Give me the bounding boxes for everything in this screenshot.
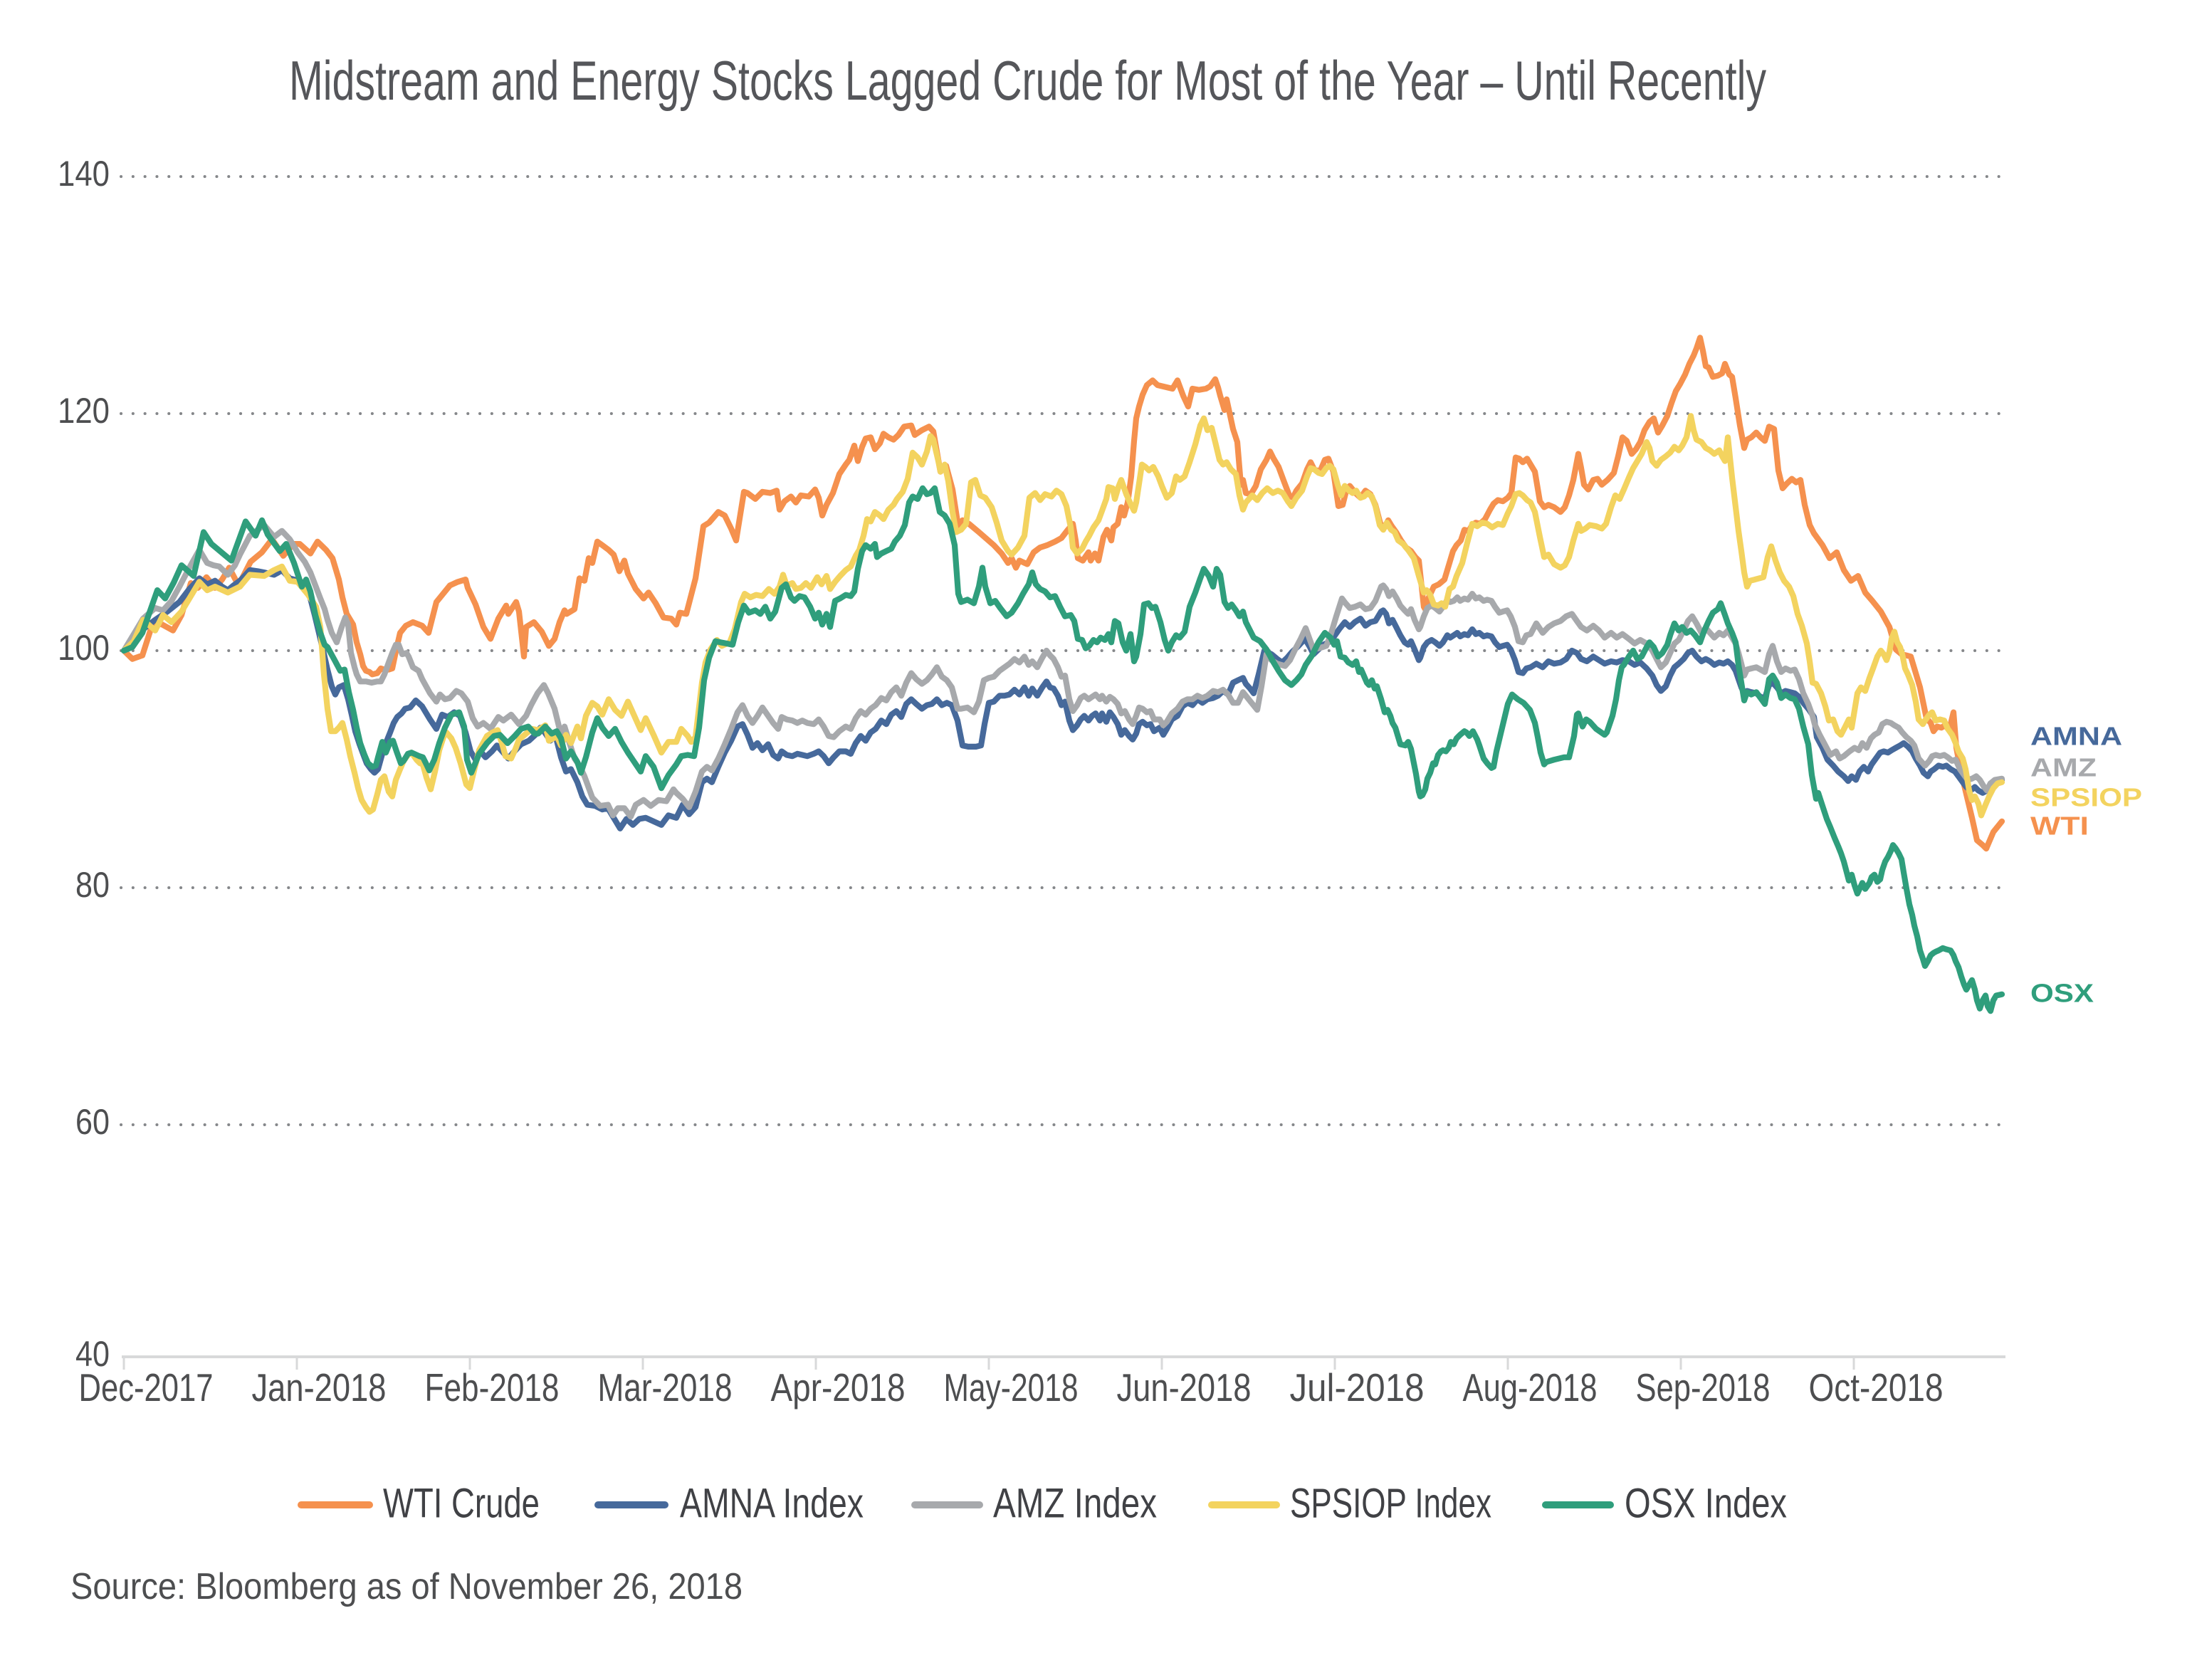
svg-text:Dec-2017: Dec-2017	[79, 1365, 214, 1409]
svg-text:AMNA: AMNA	[2030, 722, 2122, 751]
svg-text:Source: Bloomberg as of Novemb: Source: Bloomberg as of November 26, 201…	[70, 1566, 743, 1607]
svg-text:AMZ Index: AMZ Index	[993, 1481, 1157, 1527]
svg-text:AMZ: AMZ	[2030, 753, 2097, 782]
svg-text:WTI: WTI	[2030, 812, 2089, 841]
svg-text:140: 140	[58, 154, 110, 194]
svg-text:100: 100	[58, 628, 110, 668]
svg-text:May-2018: May-2018	[944, 1365, 1079, 1409]
svg-text:AMNA Index: AMNA Index	[680, 1481, 864, 1527]
svg-text:WTI Crude: WTI Crude	[383, 1481, 540, 1527]
svg-text:Mar-2018: Mar-2018	[598, 1365, 733, 1409]
svg-text:Jun-2018: Jun-2018	[1117, 1365, 1252, 1409]
svg-text:40: 40	[75, 1334, 110, 1374]
svg-text:Oct-2018: Oct-2018	[1809, 1365, 1944, 1409]
svg-text:Feb-2018: Feb-2018	[425, 1365, 560, 1409]
svg-text:Jan-2018: Jan-2018	[252, 1365, 387, 1409]
svg-text:OSX Index: OSX Index	[1625, 1481, 1787, 1527]
svg-text:SPSIOP Index: SPSIOP Index	[1290, 1481, 1491, 1527]
svg-text:Apr-2018: Apr-2018	[771, 1365, 906, 1409]
svg-text:80: 80	[75, 865, 110, 905]
svg-text:Midstream and Energy Stocks La: Midstream and Energy Stocks Lagged Crude…	[289, 49, 1766, 112]
svg-text:OSX: OSX	[2030, 979, 2094, 1008]
svg-text:60: 60	[75, 1102, 110, 1142]
svg-text:120: 120	[58, 391, 110, 431]
svg-text:Jul-2018: Jul-2018	[1290, 1365, 1425, 1409]
svg-text:Sep-2018: Sep-2018	[1636, 1365, 1771, 1409]
svg-text:SPSIOP: SPSIOP	[2030, 783, 2142, 812]
svg-text:Aug-2018: Aug-2018	[1463, 1365, 1598, 1409]
